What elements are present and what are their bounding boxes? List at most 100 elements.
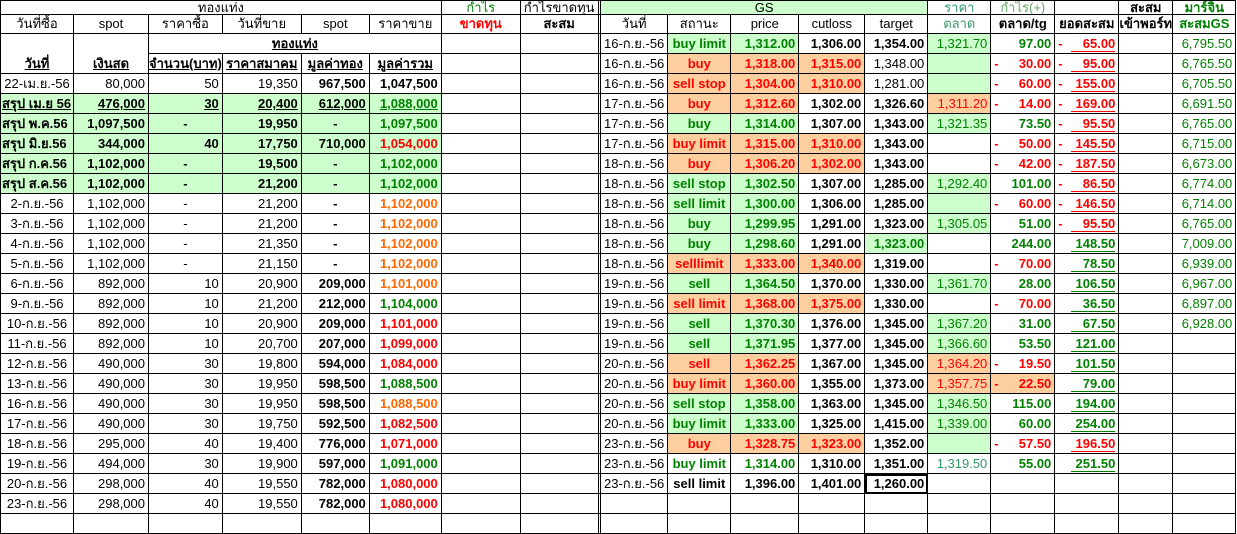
profit-cell[interactable] [440, 93, 521, 114]
profit-loss-cell[interactable] [519, 93, 599, 114]
cash-cell[interactable]: 494,000 [73, 453, 149, 474]
status-cell[interactable]: sell limit [667, 293, 732, 314]
status-cell[interactable]: sell [667, 273, 732, 294]
target-cell[interactable]: 1,345.00 [864, 393, 929, 414]
price-cell[interactable]: 20,400 [221, 93, 302, 114]
port-in-cell[interactable] [1118, 473, 1174, 494]
empty-cell[interactable] [730, 513, 800, 534]
running-total-cell[interactable]: -65.00 [1054, 33, 1120, 54]
price-cell[interactable]: 19,750 [221, 413, 302, 434]
empty-cell[interactable] [667, 493, 732, 514]
profit-cell[interactable] [440, 293, 521, 314]
date-cell[interactable]: สรุป เม.ย 56 [0, 93, 74, 114]
empty-cell[interactable] [990, 493, 1056, 514]
running-total-cell[interactable]: 106.50 [1054, 273, 1120, 294]
price-cell[interactable]: 1,368.00 [730, 293, 800, 314]
price-cell[interactable]: 19,800 [221, 353, 302, 374]
cash-cell[interactable]: 1,102,000 [73, 233, 149, 254]
profit-loss-cell[interactable] [519, 413, 599, 434]
date-cell[interactable]: 16-ก.ย.-56 [599, 73, 669, 94]
market-cell[interactable] [927, 433, 992, 454]
total-value-cell[interactable]: 1,091,000 [368, 453, 442, 474]
date-cell[interactable]: 20-ก.ย.-56 [599, 393, 669, 414]
port-in-cell[interactable] [1118, 213, 1174, 234]
target-cell[interactable]: 1,415.00 [864, 413, 929, 434]
profit-loss-cell[interactable] [519, 113, 599, 134]
date-cell[interactable]: 16-ก.ย.-56 [0, 393, 74, 414]
profit-loss-cell[interactable] [519, 153, 599, 174]
running-total-cell[interactable]: 67.50 [1054, 313, 1120, 334]
port-in-cell[interactable] [1118, 393, 1174, 414]
empty-cell[interactable] [1118, 513, 1174, 534]
cutloss-cell[interactable]: 1,363.00 [798, 393, 866, 414]
cash-cell[interactable]: 1,102,000 [73, 213, 149, 234]
cash-cell[interactable]: 892,000 [73, 293, 149, 314]
gold-value-cell[interactable]: 597,000 [300, 453, 370, 474]
price-cell[interactable]: 1,328.75 [730, 433, 800, 454]
cash-cell[interactable]: 892,000 [73, 313, 149, 334]
date-cell[interactable]: สรุป ส.ค.56 [0, 173, 74, 194]
target-cell[interactable]: 1,348.00 [864, 53, 929, 74]
empty-cell[interactable] [368, 513, 442, 534]
target-cell[interactable]: 1,343.00 [864, 113, 929, 134]
market-cell[interactable]: 1,311.20 [927, 93, 992, 114]
running-total-cell[interactable]: 194.00 [1054, 393, 1120, 414]
qty-cell[interactable]: - [148, 173, 223, 194]
profit-cell[interactable]: - 70.00 [990, 293, 1056, 314]
date-cell[interactable]: สรุป พ.ค.56 [0, 113, 74, 134]
profit-loss-cell[interactable] [519, 473, 599, 494]
date-cell[interactable]: 18-ก.ย.-56 [599, 233, 669, 254]
profit-cell[interactable] [440, 313, 521, 334]
running-total-cell[interactable]: 121.00 [1054, 333, 1120, 354]
qty-cell[interactable]: 30 [148, 393, 223, 414]
qty-cell[interactable]: 10 [148, 293, 223, 314]
empty-cell[interactable] [1054, 493, 1120, 514]
date-cell[interactable]: สรุป ก.ค.56 [0, 153, 74, 174]
status-cell[interactable]: buy [667, 433, 732, 454]
total-value-cell[interactable]: 1,054,000 [368, 133, 442, 154]
port-in-cell[interactable] [1118, 113, 1174, 134]
cutloss-cell[interactable]: 1,367.00 [798, 353, 866, 374]
total-value-cell[interactable]: 1,082,500 [368, 413, 442, 434]
profit-loss-cell[interactable] [519, 293, 599, 314]
running-total-cell[interactable]: -187.50 [1054, 153, 1120, 174]
running-total-cell[interactable]: 36.50 [1054, 293, 1120, 314]
price-cell[interactable]: 21,200 [221, 173, 302, 194]
port-in-cell[interactable] [1118, 33, 1174, 54]
status-cell[interactable]: sell stop [667, 73, 732, 94]
empty-cell[interactable] [667, 513, 732, 534]
empty-cell[interactable] [148, 513, 223, 534]
status-cell[interactable]: buy [667, 53, 732, 74]
target-cell[interactable]: 1,343.00 [864, 133, 929, 154]
status-cell[interactable]: buy limit [667, 373, 732, 394]
price-cell[interactable]: 1,304.00 [730, 73, 800, 94]
cutloss-cell[interactable]: 1,355.00 [798, 373, 866, 394]
profit-cell[interactable]: - 50.00 [990, 133, 1056, 154]
date-cell[interactable]: 18-ก.ย.-56 [0, 433, 74, 454]
cum-gs-cell[interactable]: 6,939.00 [1172, 253, 1237, 274]
empty-cell[interactable] [730, 493, 800, 514]
target-cell[interactable]: 1,323.00 [864, 213, 929, 234]
target-cell[interactable]: 1,354.00 [864, 33, 929, 54]
price-cell[interactable]: 19,550 [221, 473, 302, 494]
cum-gs-cell[interactable]: 6,715.00 [1172, 133, 1237, 154]
status-cell[interactable]: buy [667, 113, 732, 134]
date-cell[interactable]: 19-ก.ย.-56 [599, 293, 669, 314]
qty-cell[interactable]: - [148, 233, 223, 254]
market-cell[interactable] [927, 53, 992, 74]
gold-value-cell[interactable]: - [300, 253, 370, 274]
date-cell[interactable]: 18-ก.ย.-56 [599, 153, 669, 174]
market-cell[interactable]: 1,367.20 [927, 313, 992, 334]
date-cell[interactable]: 10-ก.ย.-56 [0, 313, 74, 334]
price-cell[interactable]: 1,299.95 [730, 213, 800, 234]
price-cell[interactable]: 21,350 [221, 233, 302, 254]
profit-cell[interactable] [440, 213, 521, 234]
running-total-cell[interactable]: -169.00 [1054, 93, 1120, 114]
price-cell[interactable]: 1,333.00 [730, 413, 800, 434]
market-cell[interactable]: 1,292.40 [927, 173, 992, 194]
profit-loss-cell[interactable] [519, 433, 599, 454]
total-value-cell[interactable]: 1,071,000 [368, 433, 442, 454]
profit-cell[interactable]: 115.00 [990, 393, 1056, 414]
market-cell[interactable] [927, 473, 992, 494]
date-cell[interactable]: สรุป มิ.ย.56 [0, 133, 74, 154]
